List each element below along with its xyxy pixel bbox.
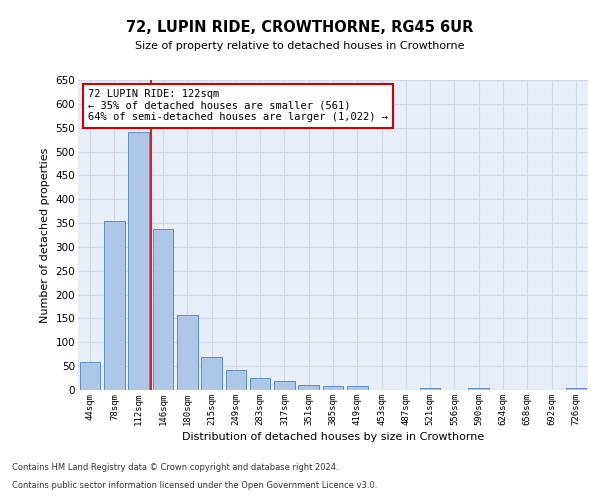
Text: 72, LUPIN RIDE, CROWTHORNE, RG45 6UR: 72, LUPIN RIDE, CROWTHORNE, RG45 6UR bbox=[127, 20, 473, 35]
Bar bbox=[250, 378, 271, 390]
Bar bbox=[201, 356, 222, 390]
Y-axis label: Number of detached properties: Number of detached properties bbox=[40, 148, 50, 322]
Text: Size of property relative to detached houses in Crowthorne: Size of property relative to detached ho… bbox=[135, 41, 465, 51]
Bar bbox=[420, 388, 440, 390]
Bar bbox=[323, 386, 343, 390]
Bar bbox=[128, 132, 149, 390]
Text: 72 LUPIN RIDE: 122sqm
← 35% of detached houses are smaller (561)
64% of semi-det: 72 LUPIN RIDE: 122sqm ← 35% of detached … bbox=[88, 90, 388, 122]
Bar bbox=[177, 315, 197, 390]
Text: Contains public sector information licensed under the Open Government Licence v3: Contains public sector information licen… bbox=[12, 480, 377, 490]
Bar bbox=[104, 220, 125, 390]
Bar bbox=[469, 388, 489, 390]
Text: Contains HM Land Registry data © Crown copyright and database right 2024.: Contains HM Land Registry data © Crown c… bbox=[12, 463, 338, 472]
Bar bbox=[566, 388, 586, 390]
Bar bbox=[298, 385, 319, 390]
Bar bbox=[80, 362, 100, 390]
Bar bbox=[274, 382, 295, 390]
Bar bbox=[152, 229, 173, 390]
Text: Distribution of detached houses by size in Crowthorne: Distribution of detached houses by size … bbox=[182, 432, 484, 442]
Bar bbox=[226, 370, 246, 390]
Bar bbox=[347, 386, 368, 390]
